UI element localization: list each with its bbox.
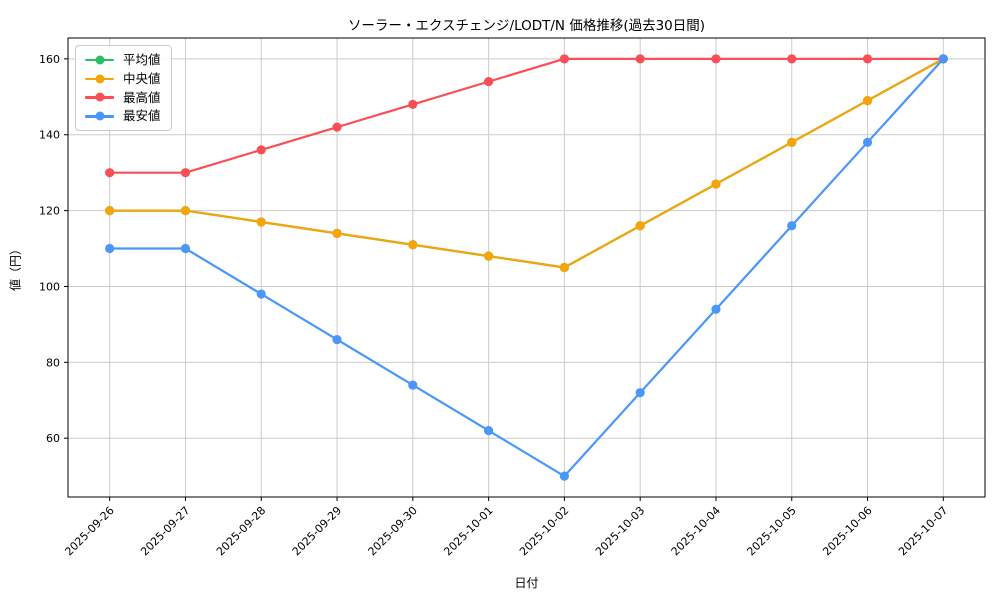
x-tick-label: 2025-10-02 (517, 504, 571, 558)
series-min (105, 54, 948, 481)
x-axis-label: 日付 (514, 576, 539, 590)
legend-item-min: 最安値 (85, 109, 161, 123)
min-marker (484, 426, 494, 436)
x-tick-label: 2025-10-05 (744, 504, 798, 558)
y-tick-label: 160 (39, 53, 60, 66)
legend-label-median: 中央値 (123, 70, 161, 86)
min-marker (787, 221, 797, 231)
max-marker (862, 54, 873, 64)
max-marker (180, 168, 191, 178)
legend-item-mean: 平均値 (85, 53, 161, 67)
min-marker (862, 137, 873, 147)
y-tick-label: 60 (46, 432, 60, 445)
x-tick-label: 2025-09-30 (366, 504, 420, 558)
legend: 平均値 中央値 最高値 最安値 (75, 45, 172, 131)
series-median (105, 54, 948, 273)
y-tick-label: 140 (39, 129, 60, 142)
median-marker (635, 221, 645, 231)
min-marker (938, 54, 948, 64)
median-line-swatch-icon (85, 73, 114, 84)
legend-label-mean: 平均値 (123, 52, 161, 67)
x-tick-label: 2025-09-26 (62, 504, 116, 558)
x-tick-label: 2025-09-28 (214, 504, 268, 558)
legend-label-max: 最高値 (123, 89, 161, 105)
max-marker (711, 54, 721, 64)
x-tick-label: 2025-10-04 (669, 504, 723, 558)
series-mean (105, 54, 948, 273)
x-tick-label: 2025-10-06 (820, 504, 874, 558)
median-marker (332, 228, 342, 238)
median-marker (559, 262, 569, 273)
max-marker (332, 122, 342, 132)
median-marker (711, 179, 721, 189)
max-line (109, 57, 944, 174)
min-marker (180, 243, 191, 254)
median-marker (484, 251, 494, 261)
max-marker (408, 99, 418, 109)
gridlines (68, 38, 985, 497)
y-tick-label: 80 (46, 356, 60, 369)
min-marker (332, 334, 342, 345)
plot-border (67, 37, 986, 498)
max-marker (484, 77, 494, 87)
legend-item-median: 中央値 (85, 70, 161, 86)
max-marker (256, 145, 266, 155)
min-line (109, 58, 945, 478)
x-tick-label: 2025-10-01 (441, 504, 495, 558)
median-marker (862, 95, 873, 106)
max-marker (787, 54, 797, 64)
mean-line (109, 57, 944, 269)
median-marker (256, 217, 266, 227)
min-line-swatch-icon (85, 111, 114, 122)
mean-line-swatch-icon (85, 54, 114, 65)
legend-item-max: 最高値 (85, 89, 161, 105)
x-tick-label: 2025-09-27 (138, 504, 192, 558)
min-marker (559, 471, 569, 481)
max-marker (105, 168, 115, 178)
x-tick-label: 2025-09-29 (290, 504, 344, 558)
data-series (105, 54, 948, 481)
series-max (105, 54, 948, 178)
min-marker (105, 243, 115, 254)
x-tick-label: 2025-10-03 (593, 504, 647, 558)
axes-spines (67, 37, 986, 498)
min-marker (256, 289, 266, 299)
min-marker (711, 304, 721, 314)
median-marker (787, 137, 797, 147)
min-marker (408, 380, 418, 390)
y-tick-label: 100 (39, 280, 60, 293)
y-axis-label: 値（円） (8, 242, 23, 292)
chart-title: ソーラー・エクスチェンジ/LODT/N 価格推移(過去30日間) (347, 18, 706, 34)
y-tick-label: 120 (39, 205, 60, 218)
legend-label-min: 最安値 (123, 108, 161, 124)
median-marker (105, 205, 115, 216)
max-marker (635, 54, 645, 64)
min-marker (635, 388, 645, 398)
median-line (109, 57, 944, 269)
max-line-swatch-icon (85, 92, 114, 103)
median-marker (180, 205, 191, 216)
x-tick-label: 2025-10-07 (896, 504, 950, 558)
axis-ticks: 2025-09-26 2025-09-27 2025-09-28 2025-09-29… (39, 53, 950, 558)
median-marker (408, 240, 418, 250)
max-marker (559, 54, 569, 64)
